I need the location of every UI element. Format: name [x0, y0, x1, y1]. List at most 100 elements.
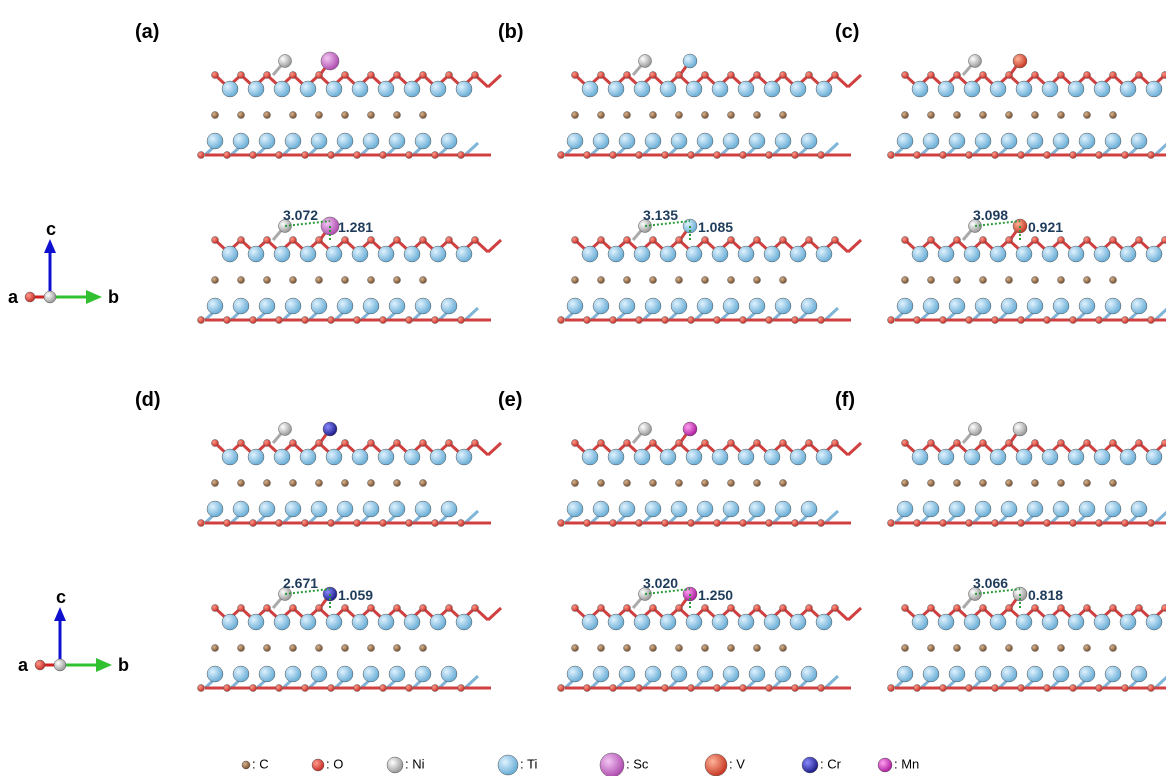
atom: [248, 449, 264, 465]
atom: [645, 133, 661, 149]
atom: [389, 666, 405, 682]
atom: [902, 440, 909, 447]
atom: [928, 480, 935, 487]
atom: [1044, 520, 1051, 527]
atom: [897, 666, 913, 682]
atom: [593, 133, 609, 149]
axis-label: c: [56, 587, 66, 607]
atom: [938, 449, 954, 465]
atom: [316, 645, 323, 652]
atom: [954, 112, 961, 119]
atom: [363, 501, 379, 517]
atom: [238, 645, 245, 652]
atom: [780, 277, 787, 284]
atom: [1120, 81, 1136, 97]
atom: [636, 152, 643, 159]
atom: [378, 81, 394, 97]
atom: [363, 666, 379, 682]
atom: [290, 440, 297, 447]
atom: [368, 72, 375, 79]
atom: [558, 520, 565, 527]
atom: [912, 246, 928, 262]
atom: [676, 112, 683, 119]
atom: [928, 645, 935, 652]
atom: [1032, 440, 1039, 447]
atom: [1146, 449, 1162, 465]
atom: [702, 480, 709, 487]
atom: [1131, 666, 1147, 682]
atom: [394, 605, 401, 612]
atom: [207, 501, 223, 517]
atom: [610, 520, 617, 527]
atom: [1162, 237, 1166, 244]
atom: [912, 449, 928, 465]
bond: [488, 608, 501, 620]
atom: [712, 81, 728, 97]
atom: [818, 685, 825, 692]
atom: [420, 237, 427, 244]
bond: [825, 143, 838, 155]
atom: [888, 317, 895, 324]
arrow: [96, 658, 112, 672]
atom: [572, 440, 579, 447]
atom: [264, 72, 271, 79]
atom: [754, 440, 761, 447]
atom: [1006, 605, 1013, 612]
atom: [248, 81, 264, 97]
axis-label: b: [108, 287, 119, 307]
atom: [238, 480, 245, 487]
atom: [274, 449, 290, 465]
atom: [567, 666, 583, 682]
bond: [848, 75, 861, 87]
atom: [389, 298, 405, 314]
atom: [342, 72, 349, 79]
atom: [1084, 277, 1091, 284]
atom: [342, 112, 349, 119]
atom: [394, 237, 401, 244]
atom: [1058, 277, 1065, 284]
atom: [688, 520, 695, 527]
atom: [441, 666, 457, 682]
atom: [207, 298, 223, 314]
atom: [992, 520, 999, 527]
atom: [712, 449, 728, 465]
atom: [404, 449, 420, 465]
atom: [686, 614, 702, 630]
atom: [1027, 501, 1043, 517]
atom: [1094, 449, 1110, 465]
atom: [749, 298, 765, 314]
atom: [1068, 81, 1084, 97]
atom: [1032, 112, 1039, 119]
atom: [754, 237, 761, 244]
atom: [1110, 440, 1117, 447]
atom: [832, 440, 839, 447]
bond: [1155, 308, 1166, 320]
atom: [598, 72, 605, 79]
atom: [456, 246, 472, 262]
atom: [342, 605, 349, 612]
atom: [1148, 520, 1155, 527]
atom: [912, 614, 928, 630]
bond: [825, 676, 838, 688]
atom: [1162, 605, 1166, 612]
height-label: 0.818: [1028, 587, 1063, 603]
atom: [938, 246, 954, 262]
atom: [775, 298, 791, 314]
atom: [316, 72, 323, 79]
atom: [775, 501, 791, 517]
atom: [992, 317, 999, 324]
atom: [754, 112, 761, 119]
atom: [316, 440, 323, 447]
atom: [598, 440, 605, 447]
atom: [914, 152, 921, 159]
atom: [949, 298, 965, 314]
atom: [311, 133, 327, 149]
atom: [888, 152, 895, 159]
atom: [676, 237, 683, 244]
atom: [676, 645, 683, 652]
atom: [966, 520, 973, 527]
atom: [636, 317, 643, 324]
atom: [207, 666, 223, 682]
legend-label: : Sc: [626, 756, 649, 771]
atom: [766, 520, 773, 527]
